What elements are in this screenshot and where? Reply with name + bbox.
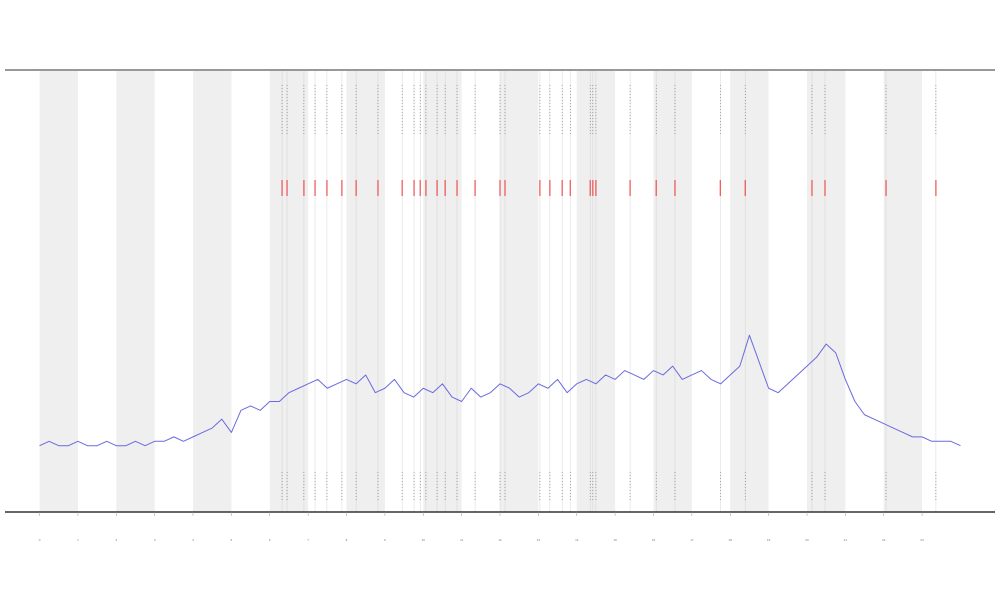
shaded-span — [423, 71, 462, 512]
x-tick-label: 22 — [882, 538, 886, 542]
x-tick-label: 2 — [115, 538, 117, 542]
lines — [39, 334, 961, 447]
x-tick-label: 5 — [231, 538, 233, 542]
x-tick-label: 14 — [575, 538, 579, 542]
x-tick-label: 4 — [192, 538, 194, 542]
x-tick-label: 9 — [384, 538, 386, 542]
shaded-span — [269, 71, 309, 512]
shaded-span — [883, 71, 923, 512]
shaded-span — [116, 71, 155, 512]
x-tick-label: 17 — [690, 538, 694, 542]
x-tick-label: 3 — [154, 538, 156, 542]
x-tick-label: 11 — [460, 538, 463, 542]
x-tick-label: 23 — [920, 538, 924, 542]
shaded-span — [193, 71, 232, 512]
x-tick-label: 21 — [844, 538, 848, 542]
series-line — [39, 334, 961, 447]
x-tick-label: 6 — [269, 538, 271, 542]
x-tick-label: 19 — [767, 538, 771, 542]
x-tick-label: 8 — [346, 538, 348, 542]
x-tick-label: 10 — [422, 538, 426, 542]
x-tick-label: 13 — [537, 538, 541, 542]
x-tick-label: 12 — [498, 538, 502, 542]
x-tick-label: 20 — [805, 538, 809, 542]
x-tick-label: 16 — [652, 538, 656, 542]
x-tick-label: 18 — [729, 538, 733, 542]
events — [281, 71, 937, 512]
x-tick-label: 7 — [307, 538, 309, 542]
shaded-span — [806, 71, 846, 512]
shaded-span — [500, 71, 539, 512]
shaded-span — [346, 71, 385, 512]
x-tick-label: 0 — [39, 538, 41, 542]
x-tick-label: 1 — [77, 538, 79, 542]
shaded-spans — [39, 71, 923, 512]
x-tick-label: 15 — [613, 538, 617, 542]
shaded-span — [39, 71, 78, 512]
shaded-span — [653, 71, 692, 512]
shaded-span — [730, 71, 769, 512]
